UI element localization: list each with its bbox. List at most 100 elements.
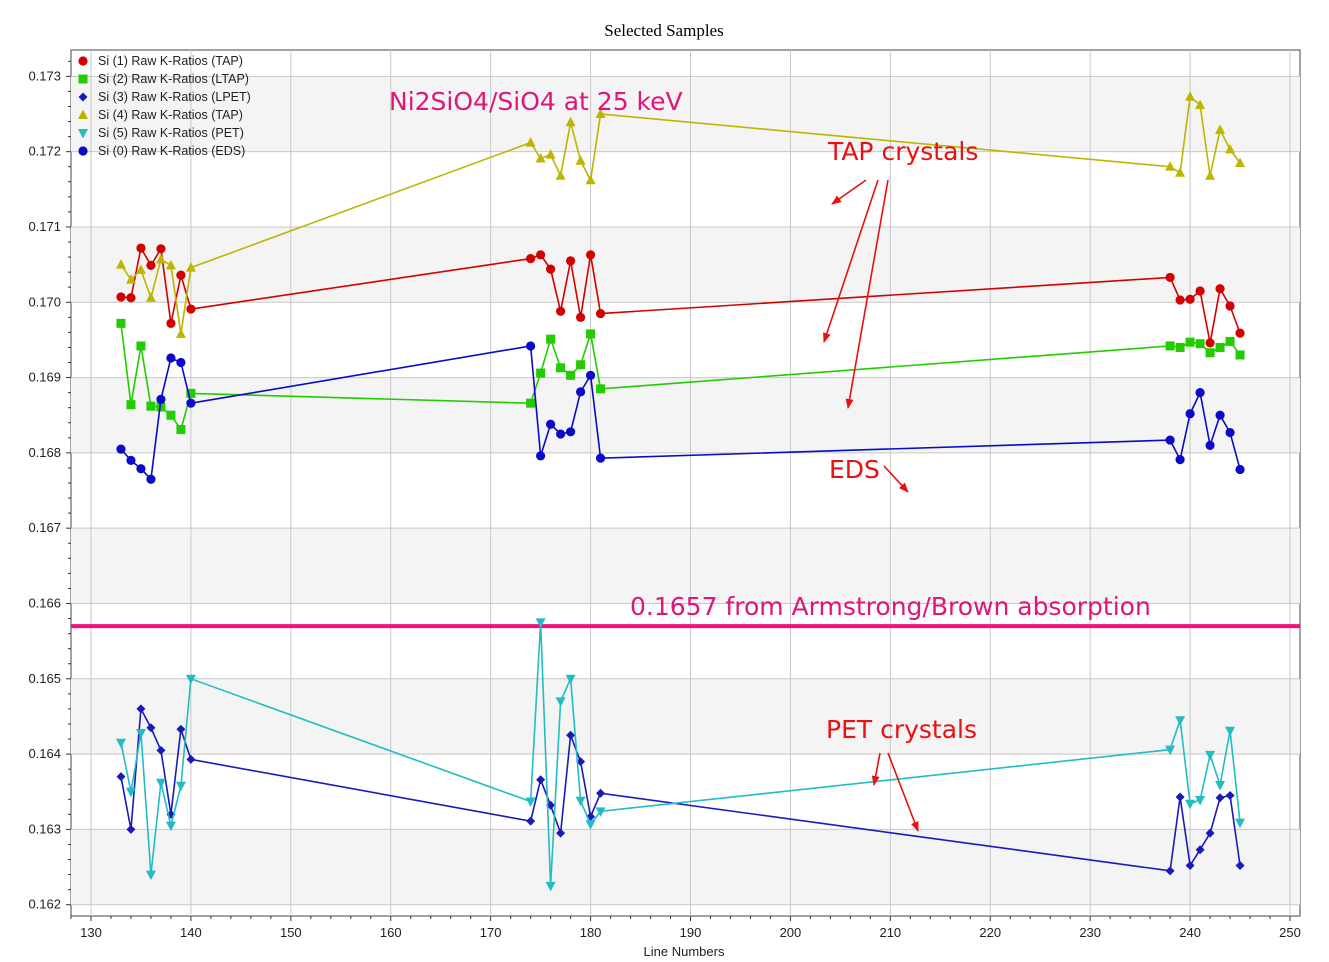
data-point (165, 821, 176, 832)
data-point (1165, 745, 1176, 756)
x-tick-label: 200 (780, 925, 802, 940)
y-tick-label: 0.173 (28, 68, 61, 83)
data-point (1185, 409, 1195, 419)
data-point (146, 723, 156, 733)
data-point (176, 357, 186, 368)
data-point (1215, 284, 1225, 294)
data-point (1165, 161, 1176, 171)
background-band (71, 829, 1300, 905)
data-point (176, 724, 186, 734)
data-point (156, 394, 166, 405)
data-point (146, 260, 156, 270)
data-point (585, 174, 596, 185)
background-band (71, 226, 1300, 303)
data-point (1175, 342, 1185, 352)
x-axis: 130 140 150 160 170 180 190 200 210 220 230 240 250 (70, 916, 1301, 940)
data-point (125, 274, 136, 284)
legend-marker-5 (78, 146, 88, 156)
data-point (1165, 866, 1175, 876)
data-point (185, 674, 196, 685)
data-point (186, 388, 196, 398)
data-point (1225, 791, 1235, 801)
data-point (176, 270, 186, 280)
data-point (135, 729, 146, 739)
y-tick-label: 0.167 (28, 520, 61, 535)
legend-marker-0 (78, 56, 88, 66)
data-point (1165, 272, 1175, 283)
data-point (1225, 143, 1236, 154)
annotation-eds: EDS (829, 455, 880, 484)
data-point (575, 312, 586, 322)
legend-label-2: Si (3) Raw K-Ratios (LPET) (98, 90, 251, 104)
series-3 (115, 91, 1246, 338)
data-point (556, 429, 566, 439)
data-point (566, 730, 576, 740)
legend-label-4: Si (5) Raw K-Ratios (PET) (98, 126, 244, 140)
legend-label-0: Si (1) Raw K-Ratios (TAP) (98, 54, 243, 68)
data-point (1175, 716, 1186, 726)
data-point (595, 108, 606, 119)
data-point (1175, 167, 1186, 177)
data-point (155, 778, 166, 789)
data-point (546, 419, 556, 429)
data-point (125, 787, 136, 798)
background-band (71, 377, 1300, 453)
chart-title: Selected Samples (604, 21, 723, 40)
data-point (186, 754, 196, 764)
data-point (175, 781, 186, 792)
data-point (115, 738, 126, 749)
data-point (526, 253, 536, 264)
x-tick-label: 160 (380, 925, 402, 940)
data-point (1185, 861, 1195, 871)
y-tick-label: 0.162 (28, 897, 61, 912)
data-point (185, 262, 196, 272)
data-point (1195, 796, 1206, 806)
data-point (156, 402, 166, 412)
data-point (595, 308, 606, 319)
arrow-tap-3 (845, 179, 889, 409)
data-point (576, 360, 586, 370)
data-point (535, 618, 546, 628)
data-point (565, 427, 576, 437)
x-tick-label: 240 (1179, 925, 1201, 940)
data-point (156, 244, 166, 254)
y-tick-label: 0.165 (28, 671, 61, 686)
data-point (1215, 410, 1225, 420)
y-axis: 0.162 0.163 0.164 0.165 0.166 0.167 0.168 0.169… (28, 60, 71, 912)
data-point (585, 250, 596, 260)
data-point (165, 259, 176, 270)
data-point (166, 318, 176, 328)
legend-marker-4 (78, 129, 88, 139)
data-point (1185, 294, 1195, 304)
series-line-4 (120, 622, 1241, 886)
data-point (166, 410, 176, 420)
data-point (1215, 124, 1226, 134)
data-point (175, 328, 186, 338)
data-point (536, 775, 546, 785)
series-line-5 (120, 345, 1241, 482)
y-tick-label: 0.172 (28, 144, 61, 159)
x-tick-label: 250 (1279, 925, 1301, 940)
data-point (1225, 427, 1235, 438)
data-point (565, 674, 576, 685)
y-tick-label: 0.166 (28, 595, 61, 610)
data-point (536, 451, 546, 461)
data-point (1205, 338, 1215, 348)
data-point (135, 264, 146, 274)
data-point (1185, 799, 1196, 810)
data-point (1185, 337, 1195, 347)
data-point (526, 341, 536, 351)
data-point (1215, 793, 1225, 803)
series-4 (115, 618, 1246, 892)
data-point (1195, 286, 1205, 296)
arrow-tap-1 (831, 179, 867, 205)
x-tick-label: 180 (580, 925, 602, 940)
data-point (1205, 170, 1216, 180)
data-point (166, 353, 176, 363)
y-tick-label: 0.171 (28, 219, 61, 234)
y-tick-label: 0.170 (28, 294, 61, 309)
data-point (585, 820, 596, 830)
x-tick-label: 230 (1079, 925, 1101, 940)
data-point (536, 250, 546, 260)
